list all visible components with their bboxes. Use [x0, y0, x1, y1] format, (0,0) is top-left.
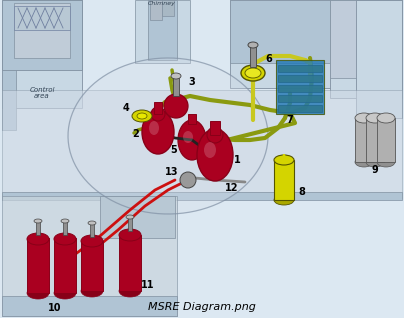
- Bar: [2, 0, 82, 108]
- Bar: [2, 196, 177, 316]
- Ellipse shape: [27, 233, 49, 245]
- Bar: [162, 0, 174, 16]
- Text: Chimney: Chimney: [148, 1, 176, 6]
- Bar: [150, 0, 162, 20]
- Bar: [36, 221, 40, 235]
- Ellipse shape: [355, 113, 373, 123]
- Bar: [2, 90, 402, 198]
- Bar: [100, 196, 175, 238]
- Ellipse shape: [377, 157, 395, 167]
- Ellipse shape: [180, 172, 196, 188]
- Ellipse shape: [61, 219, 69, 223]
- Bar: [278, 105, 322, 112]
- Ellipse shape: [137, 113, 147, 119]
- Bar: [230, 0, 330, 63]
- Bar: [278, 95, 322, 102]
- Bar: [14, 6, 70, 30]
- Ellipse shape: [197, 129, 233, 181]
- Bar: [276, 60, 324, 114]
- Ellipse shape: [54, 233, 76, 245]
- Bar: [128, 217, 132, 231]
- Ellipse shape: [54, 287, 76, 299]
- Ellipse shape: [119, 229, 141, 241]
- Ellipse shape: [245, 68, 261, 78]
- Ellipse shape: [204, 142, 216, 158]
- Bar: [355, 118, 373, 162]
- Bar: [148, 0, 177, 60]
- Ellipse shape: [248, 42, 258, 48]
- Ellipse shape: [274, 155, 294, 165]
- Bar: [54, 238, 76, 293]
- Bar: [173, 76, 179, 96]
- Ellipse shape: [207, 127, 223, 143]
- Bar: [14, 3, 70, 58]
- Text: 4: 4: [123, 103, 129, 113]
- Ellipse shape: [132, 110, 152, 122]
- Text: 13: 13: [165, 167, 179, 177]
- Bar: [278, 75, 322, 82]
- Text: 3: 3: [189, 77, 196, 87]
- Ellipse shape: [274, 195, 294, 205]
- Bar: [2, 0, 82, 70]
- Ellipse shape: [142, 110, 174, 154]
- Bar: [2, 70, 16, 130]
- Bar: [90, 223, 94, 237]
- Ellipse shape: [81, 235, 103, 247]
- Ellipse shape: [126, 215, 134, 219]
- Text: 2: 2: [133, 129, 139, 139]
- Bar: [330, 0, 402, 98]
- Bar: [63, 221, 67, 235]
- Bar: [274, 160, 294, 200]
- Ellipse shape: [119, 285, 141, 297]
- Text: 1: 1: [234, 155, 240, 165]
- Ellipse shape: [366, 113, 384, 123]
- Text: 7: 7: [286, 115, 293, 125]
- Bar: [330, 0, 402, 78]
- Bar: [119, 235, 141, 291]
- Ellipse shape: [366, 157, 384, 167]
- Text: 11: 11: [141, 280, 155, 290]
- Text: 10: 10: [48, 303, 62, 313]
- Ellipse shape: [355, 157, 373, 167]
- Text: 12: 12: [225, 183, 239, 193]
- Text: 8: 8: [299, 187, 305, 197]
- Bar: [278, 85, 322, 92]
- Bar: [2, 192, 402, 200]
- Bar: [366, 118, 384, 162]
- Ellipse shape: [377, 113, 395, 123]
- Bar: [81, 241, 103, 291]
- Ellipse shape: [241, 65, 265, 81]
- Text: 5: 5: [170, 145, 177, 155]
- Ellipse shape: [164, 94, 188, 118]
- Bar: [27, 238, 49, 293]
- Bar: [210, 121, 220, 135]
- Text: Control
area: Control area: [29, 86, 55, 100]
- Bar: [377, 118, 395, 162]
- Bar: [230, 0, 400, 88]
- Ellipse shape: [171, 73, 181, 79]
- Bar: [2, 296, 177, 316]
- Ellipse shape: [27, 287, 49, 299]
- Bar: [250, 45, 256, 67]
- Ellipse shape: [178, 120, 206, 160]
- Text: 9: 9: [372, 165, 379, 175]
- Text: 6: 6: [265, 54, 272, 64]
- Bar: [356, 0, 402, 118]
- Bar: [135, 0, 190, 63]
- Ellipse shape: [151, 107, 165, 121]
- Ellipse shape: [88, 221, 96, 225]
- Bar: [188, 114, 196, 124]
- Ellipse shape: [34, 219, 42, 223]
- Ellipse shape: [68, 58, 268, 214]
- Ellipse shape: [183, 131, 193, 143]
- Text: MSRE Diagram.png: MSRE Diagram.png: [148, 302, 256, 312]
- Ellipse shape: [81, 285, 103, 297]
- Bar: [278, 65, 322, 72]
- Bar: [154, 102, 162, 114]
- Ellipse shape: [149, 121, 159, 135]
